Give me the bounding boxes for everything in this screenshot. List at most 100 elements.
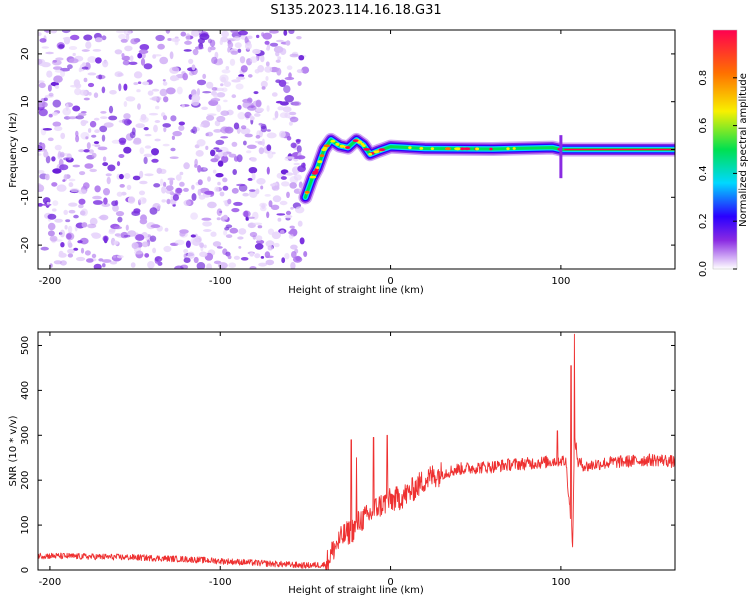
heatmap-noise-blob <box>183 253 187 259</box>
heatmap-noise-blob <box>45 51 54 55</box>
heatmap-noise-blob <box>233 122 240 130</box>
heatmap-noise-blob <box>265 61 270 67</box>
heatmap-noise-blob <box>89 217 98 226</box>
heatmap-noise-blob <box>238 30 248 36</box>
heatmap-noise-blob <box>254 243 264 250</box>
heatmap-noise-blob <box>252 48 261 55</box>
heatmap-hot-spot <box>463 147 471 151</box>
heatmap-noise-blob <box>233 255 240 260</box>
heatmap-noise-blob <box>248 167 258 174</box>
heatmap-noise-blob <box>67 225 73 234</box>
heatmap-noise-blob <box>172 194 179 201</box>
heatmap-noise-blob <box>260 185 264 190</box>
heatmap-noise-blob <box>237 104 242 110</box>
heatmap-noise-blob <box>98 74 103 80</box>
heatmap-noise-blob <box>114 71 123 78</box>
heatmap-noise-blob <box>191 94 201 103</box>
snr-x-label: Height of straight line (km) <box>288 585 424 596</box>
heatmap-noise-blob <box>154 120 161 123</box>
heatmap-noise-blob <box>93 92 99 98</box>
heatmap-noise-blob <box>257 65 265 73</box>
heatmap-noise-blob <box>269 42 279 47</box>
snr-y-tick-label: 300 <box>20 426 31 445</box>
heatmap-noise-blob <box>130 38 139 45</box>
heatmap-noise-blob <box>221 30 230 38</box>
heatmap-noise-blob <box>161 186 167 194</box>
heatmap-noise-blob <box>266 211 270 219</box>
heatmap-noise-blob <box>229 58 236 66</box>
heatmap-hot-spot <box>330 139 336 143</box>
heatmap-noise-blob <box>58 159 64 166</box>
snr-frame <box>37 331 676 571</box>
heatmap-noise-blob <box>296 36 302 40</box>
heatmap-noise-blob <box>214 51 219 59</box>
colorbar-tick-label: 0.4 <box>698 165 709 181</box>
heatmap-noise-blob <box>212 169 217 174</box>
heatmap-noise-blob <box>249 115 254 121</box>
heatmap-noise-blob <box>88 92 92 96</box>
heatmap-noise-blob <box>155 34 165 42</box>
heatmap-noise-blob <box>230 30 239 34</box>
heatmap-noise-blob <box>72 52 76 57</box>
snr-y-label: SNR (10 * v/v) <box>8 415 19 486</box>
heatmap-noise-blob <box>38 108 48 117</box>
heatmap-noise-blob <box>144 145 152 149</box>
heatmap-noise-blob <box>135 123 145 129</box>
heatmap-noise-blob <box>46 201 50 205</box>
heatmap-noise-blob <box>233 156 239 162</box>
heatmap-noise-blob <box>268 200 273 208</box>
heatmap-noise-blob <box>228 153 237 158</box>
heatmap-noise-blob <box>163 245 172 253</box>
heatmap-noise-blob <box>43 150 49 158</box>
heatmap-noise-blob <box>162 81 168 86</box>
heatmap-noise-blob <box>212 241 222 247</box>
heatmap-noise-blob <box>280 229 285 235</box>
heatmap-noise-blob <box>291 251 297 259</box>
heatmap-noise-blob <box>286 191 290 198</box>
heatmap-noise-blob <box>266 132 277 139</box>
heatmap-noise-blob <box>116 255 124 259</box>
heatmap-hot-spot <box>304 190 310 194</box>
heatmap-noise-blob <box>270 183 275 187</box>
heatmap-noise-blob <box>112 204 119 212</box>
heatmap-noise-blob <box>223 229 228 236</box>
heatmap-noise-blob <box>112 255 116 259</box>
heatmap-noise-blob <box>63 157 70 161</box>
heatmap-noise-blob <box>246 144 257 149</box>
heatmap-noise-blob <box>102 156 107 162</box>
heatmap-noise-blob <box>156 167 163 174</box>
heatmap-noise-blob <box>271 151 276 155</box>
colorbar-tick-label: 0.8 <box>698 70 709 86</box>
heatmap-noise-blob <box>125 33 130 41</box>
heatmap-noise-blob <box>255 99 262 108</box>
spectrogram-y-tick-label: 20 <box>20 48 31 61</box>
heatmap-noise-blob <box>288 233 294 239</box>
heatmap-noise-blob <box>118 34 127 40</box>
heatmap-noise-blob <box>221 155 229 163</box>
heatmap-noise-blob <box>225 234 233 239</box>
heatmap-hot-spot <box>319 154 325 158</box>
heatmap-noise-blob <box>275 50 280 57</box>
heatmap-noise-blob <box>288 111 297 116</box>
heatmap-noise-blob <box>215 139 225 145</box>
heatmap-noise-blob <box>165 87 176 95</box>
colorbar-ramp <box>712 29 738 270</box>
heatmap-noise-blob <box>111 139 121 144</box>
heatmap-noise-blob <box>196 262 206 269</box>
heatmap-noise-blob <box>215 173 224 178</box>
heatmap-noise-blob <box>38 58 43 65</box>
heatmap-noise-blob <box>249 56 258 63</box>
heatmap-noise-blob <box>52 168 62 174</box>
heatmap-noise-blob <box>94 129 100 134</box>
heatmap-noise-blob <box>244 133 253 138</box>
heatmap-hot-spot <box>378 148 386 152</box>
heatmap-noise-blob <box>197 179 203 186</box>
heatmap-noise-blob <box>87 72 97 76</box>
heatmap-noise-blob <box>40 246 49 251</box>
heatmap-noise-blob <box>38 144 43 152</box>
heatmap-noise-blob <box>123 234 131 238</box>
heatmap-noise-blob <box>138 190 146 196</box>
heatmap-noise-blob <box>38 184 45 192</box>
heatmap-noise-blob <box>199 242 205 248</box>
heatmap-noise-blob <box>210 158 219 163</box>
